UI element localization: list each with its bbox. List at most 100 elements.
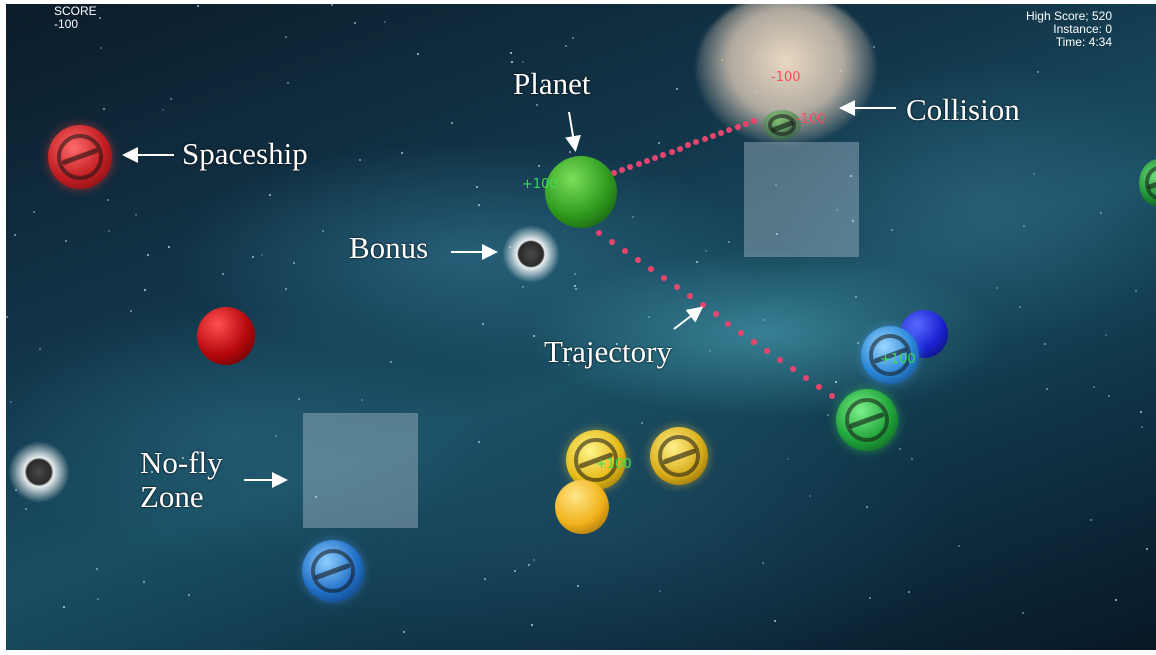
trajectory-dot <box>693 139 700 146</box>
star <box>536 104 538 106</box>
star <box>293 262 295 264</box>
star <box>857 342 859 344</box>
planet-label: Planet <box>513 66 591 101</box>
star <box>522 286 524 288</box>
trajectory-dot <box>742 121 749 128</box>
star <box>261 254 263 256</box>
time-display: Time: 4:34 <box>1055 35 1112 49</box>
green-planet[interactable] <box>545 156 617 228</box>
trajectory-dot <box>643 157 650 164</box>
star <box>65 240 67 242</box>
trajectory-dot <box>611 170 617 176</box>
trajectory-dot <box>627 163 634 170</box>
star <box>1019 306 1021 308</box>
trajectory-dot <box>652 154 659 161</box>
star <box>162 109 164 111</box>
instance-counter: Instance: 0 <box>1053 22 1112 36</box>
star <box>659 590 661 592</box>
star <box>100 47 102 49</box>
score-display: SCORE -100 <box>54 5 97 31</box>
star <box>484 578 486 580</box>
star <box>836 209 838 211</box>
star <box>275 435 277 437</box>
bonus-label: Bonus <box>349 230 429 265</box>
star <box>776 233 778 235</box>
star <box>359 159 361 161</box>
trajectory-dot <box>673 284 680 291</box>
star <box>287 82 289 84</box>
star <box>478 204 480 206</box>
green-spaceship[interactable] <box>836 389 898 451</box>
star <box>1115 599 1117 601</box>
trajectory-dot <box>712 311 719 318</box>
star <box>616 343 618 345</box>
star <box>533 559 535 561</box>
yellow-spaceship-right[interactable] <box>650 427 708 485</box>
star <box>1105 334 1107 336</box>
star <box>6 316 8 318</box>
star <box>575 288 577 290</box>
star <box>476 186 478 188</box>
star <box>1141 426 1143 428</box>
bonus-pickup[interactable] <box>502 225 560 283</box>
star <box>827 414 829 416</box>
star <box>197 5 199 7</box>
trajectory-dot <box>635 160 642 167</box>
star <box>648 316 650 318</box>
star <box>403 631 405 633</box>
green-spaceship-edge[interactable] <box>1139 159 1156 207</box>
star <box>569 151 571 153</box>
star <box>252 256 254 258</box>
no-fly-zone-top <box>744 142 859 257</box>
star <box>451 122 453 124</box>
star <box>531 624 533 626</box>
trajectory-dot <box>660 275 667 282</box>
star <box>143 581 145 583</box>
trajectory-dot <box>790 365 797 372</box>
trajectory-dot <box>621 248 628 255</box>
trajectory-dot <box>803 374 810 381</box>
trajectory-dot <box>718 130 725 137</box>
game-viewport[interactable]: SCORE -100 High Score; 520 Instance: 0 T… <box>6 4 1156 650</box>
star <box>899 448 901 450</box>
star <box>14 234 16 236</box>
star <box>108 230 110 232</box>
star <box>632 216 634 218</box>
red-spaceship[interactable] <box>48 125 112 189</box>
star <box>107 199 109 201</box>
trajectory-dot <box>686 293 693 300</box>
star <box>908 591 910 593</box>
yellow-planet[interactable] <box>555 480 609 534</box>
star <box>1023 225 1025 227</box>
star <box>1046 388 1048 390</box>
trajectory-dot <box>777 356 784 363</box>
star <box>1090 519 1092 521</box>
star <box>996 287 998 289</box>
star <box>322 230 324 232</box>
star <box>957 118 959 120</box>
score-label: SCORE <box>54 4 97 18</box>
star <box>1140 411 1142 413</box>
trajectory-dot <box>699 302 706 309</box>
star <box>1044 343 1046 345</box>
star <box>298 398 300 400</box>
star <box>658 142 660 144</box>
star <box>709 350 711 352</box>
star <box>135 214 137 216</box>
star <box>269 194 271 196</box>
star <box>361 399 363 401</box>
blue-ship-popup: +100 <box>880 352 916 367</box>
trajectory-dot <box>619 166 626 173</box>
trajectory-label: Trajectory <box>544 334 672 369</box>
blue-spaceship-bottom[interactable] <box>302 540 364 602</box>
star <box>869 597 871 599</box>
collided-spaceship <box>763 110 801 140</box>
red-planet[interactable] <box>197 307 255 365</box>
star <box>151 471 153 473</box>
star <box>676 88 678 90</box>
blue-spaceship[interactable] <box>861 326 919 384</box>
star <box>285 36 287 38</box>
bonus-pickup-left[interactable] <box>8 441 70 503</box>
star <box>285 288 287 290</box>
star <box>1100 212 1102 214</box>
